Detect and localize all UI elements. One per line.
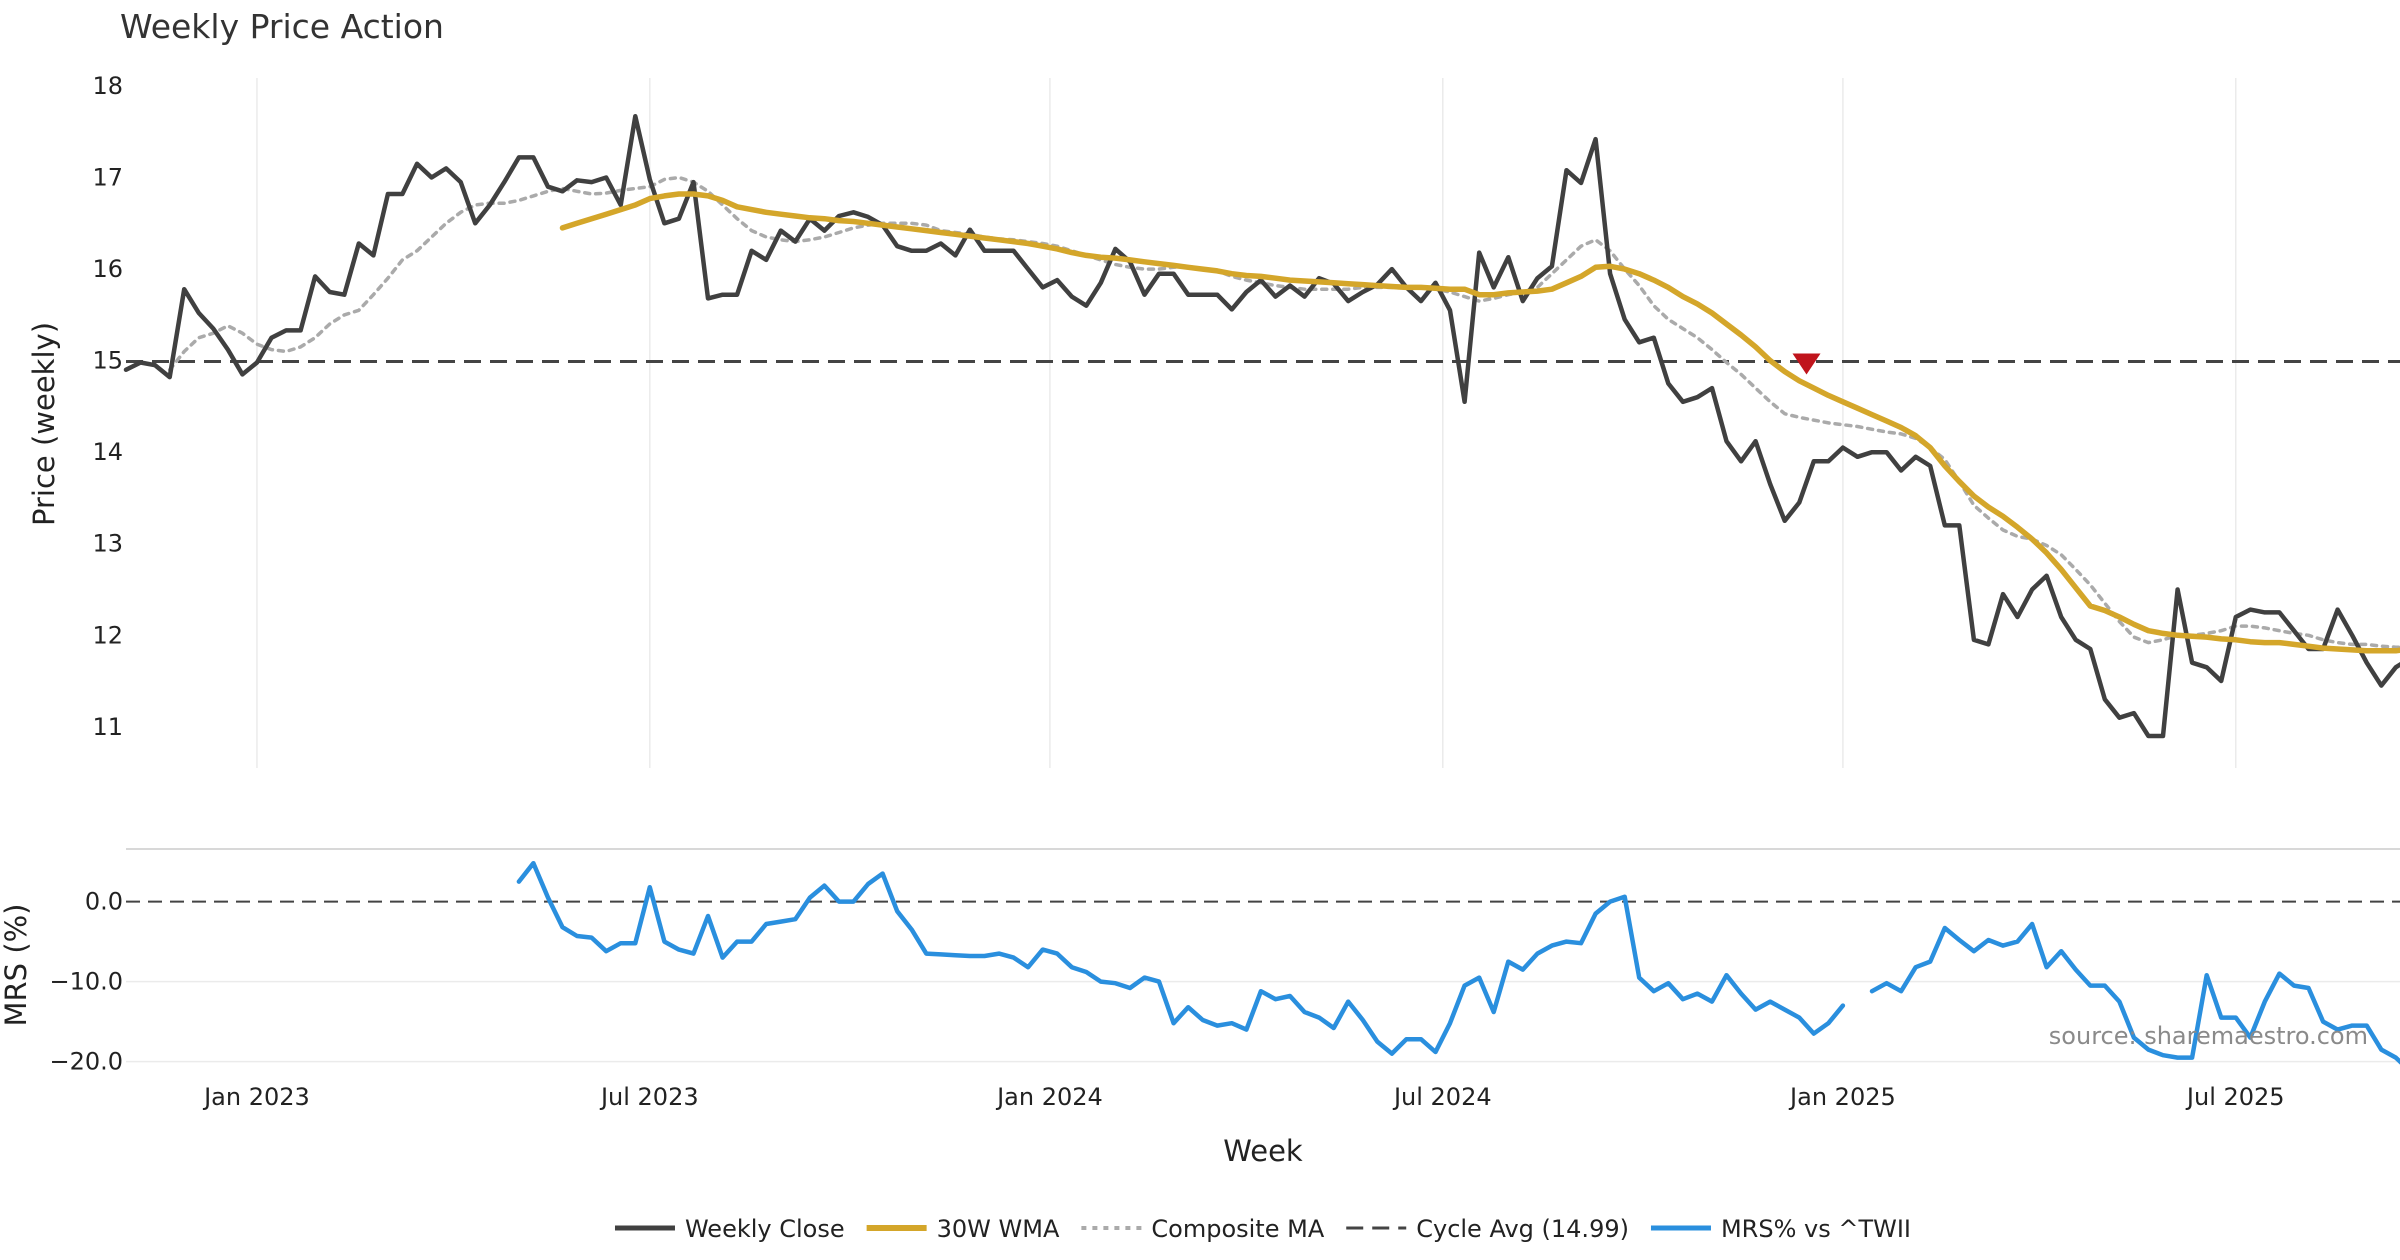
x-tick-label-2: Jan 2024 [995, 1083, 1103, 1111]
signal-triangle-down [1792, 353, 1821, 375]
sell-signal-marker [1792, 353, 1821, 375]
price-y-tick-7: 18 [92, 72, 123, 100]
x-tick-label-1: Jul 2023 [599, 1083, 699, 1111]
mrs-panel-grid [126, 980, 2400, 1063]
price-y-tick-4: 15 [92, 347, 123, 375]
source-watermark: source: sharemaestro.com [2049, 1022, 2368, 1050]
x-axis-ticks: Jan 2023 Jul 2023 Jan 2024 Jul 2024 Jan 2025… [202, 1083, 2284, 1111]
legend-label-composite: Composite MA [1151, 1215, 1324, 1243]
legend-label-close: Weekly Close [685, 1215, 845, 1243]
price-y-tick-3: 14 [92, 438, 123, 466]
mrs-y-tick-1: −10.0 [49, 968, 123, 996]
legend-label-mrs: MRS% vs ^TWII [1721, 1215, 1911, 1243]
mrs-series [516, 860, 2400, 1065]
legend-label-wma: 30W WMA [937, 1215, 1060, 1243]
x-tick-label-4: Jan 2025 [1788, 1083, 1896, 1111]
x-tick-label-5: Jul 2025 [2185, 1083, 2285, 1111]
legend: Weekly Close 30W WMA Composite MA Cycle Avg… [614, 1215, 1911, 1243]
x-tick-label-0: Jan 2023 [202, 1083, 310, 1111]
price-y-tick-1: 12 [92, 621, 123, 649]
mrs-line [516, 860, 2400, 1065]
price-panel-grid [256, 78, 2237, 768]
x-tick-label-3: Jul 2024 [1392, 1083, 1492, 1111]
x-axis-label: Week [1223, 1134, 1303, 1168]
chart-title: Weekly Price Action [120, 7, 444, 46]
price-series [123, 113, 2400, 739]
mrs-y-axis-label: MRS (%) [0, 904, 33, 1027]
price-y-tick-6: 17 [92, 164, 123, 192]
price-y-tick-5: 16 [92, 255, 123, 283]
wma-30w-line [559, 191, 2400, 654]
mrs-y-tick-2: −20.0 [49, 1048, 123, 1076]
legend-label-cycle: Cycle Avg (14.99) [1416, 1215, 1629, 1243]
price-y-ticks: 11 12 13 14 15 16 17 18 [92, 72, 123, 741]
price-y-axis-label: Price (weekly) [27, 322, 61, 526]
price-y-tick-2: 13 [92, 530, 123, 558]
mrs-y-ticks: 0.0 −10.0 −20.0 [49, 888, 123, 1076]
price-y-tick-0: 11 [92, 713, 123, 741]
mrs-y-tick-0: 0.0 [85, 888, 123, 916]
